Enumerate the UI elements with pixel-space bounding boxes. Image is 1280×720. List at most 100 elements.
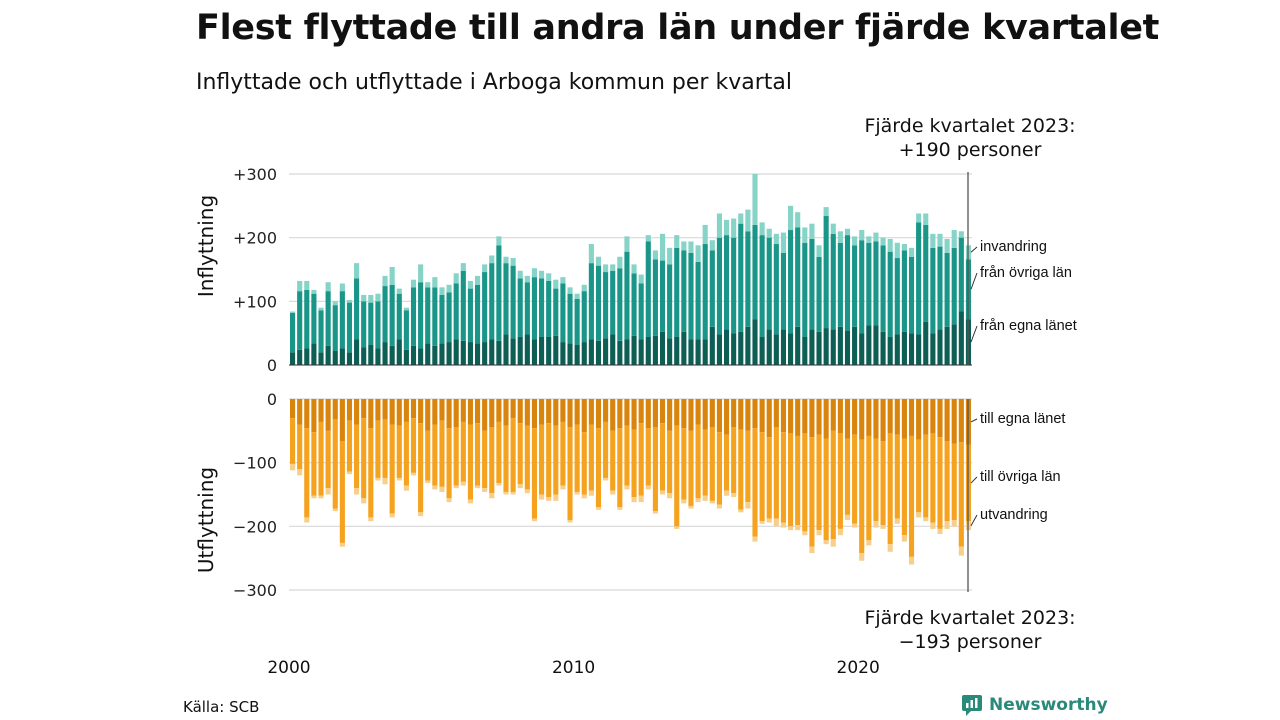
inflow-bar-segment bbox=[474, 343, 481, 365]
inflow-bar-segment bbox=[354, 263, 360, 279]
outflow-bar-segment bbox=[503, 425, 509, 492]
outflow-bar-segment bbox=[759, 432, 765, 522]
inflow-bar-segment bbox=[908, 256, 915, 334]
inflow-bar-segment bbox=[759, 235, 765, 337]
outflow-bar-segment bbox=[688, 505, 694, 509]
outflow-bar-segment bbox=[453, 427, 459, 486]
outflow-bar-segment bbox=[474, 423, 481, 486]
outflow-bar-segment bbox=[354, 399, 360, 425]
outflow-bar-segment bbox=[958, 399, 964, 443]
outflow-bar-segment bbox=[403, 421, 409, 486]
inflow-bar-segment bbox=[930, 333, 936, 365]
inflow-bar-segment bbox=[567, 343, 573, 365]
outflow-bar-segment bbox=[467, 424, 473, 500]
inflow-bar-segment bbox=[716, 237, 722, 335]
inflow-bar-segment bbox=[702, 339, 708, 365]
chart-bars bbox=[289, 174, 972, 565]
inflow-bar-segment bbox=[659, 331, 666, 365]
inflow-bar-segment bbox=[944, 252, 950, 327]
outflow-bar-segment bbox=[688, 430, 694, 506]
outflow-series-label: utvandring bbox=[980, 507, 1048, 523]
outflow-bar-segment bbox=[816, 530, 822, 536]
inflow-bar-segment bbox=[638, 274, 644, 284]
inflow-bar-segment bbox=[375, 301, 381, 349]
inflow-bar-segment bbox=[873, 232, 879, 242]
outflow-bar-segment bbox=[916, 512, 922, 518]
inflow-bar-segment bbox=[297, 280, 303, 292]
outflow-bar-segment bbox=[389, 424, 395, 514]
inflow-bar-segment bbox=[610, 270, 616, 335]
inflow-bar-segment bbox=[837, 326, 843, 365]
outflow-bar-segment bbox=[474, 399, 481, 424]
inflow-bar-segment bbox=[659, 260, 666, 332]
inflow-bar-segment bbox=[325, 345, 331, 365]
outflow-bar-segment bbox=[923, 434, 929, 518]
outflow-bar-segment bbox=[595, 507, 602, 510]
inflow-bar-segment bbox=[923, 213, 929, 225]
inflow-bar-segment bbox=[866, 325, 872, 365]
inflow-bar-segment bbox=[852, 326, 858, 365]
outflow-bar-segment bbox=[752, 536, 758, 542]
outflow-y-tick-label: −200 bbox=[233, 517, 277, 536]
outflow-bar-segment bbox=[517, 484, 523, 489]
outflow-bar-segment bbox=[652, 511, 658, 514]
inflow-bar-segment bbox=[418, 282, 424, 349]
outflow-y-tick-label: 0 bbox=[267, 390, 277, 409]
outflow-bar-segment bbox=[731, 493, 737, 498]
outflow-bar-segment bbox=[709, 500, 715, 504]
outflow-y-tick-label: −100 bbox=[233, 454, 277, 473]
inflow-bar-segment bbox=[652, 250, 658, 260]
outflow-bar-segment bbox=[766, 437, 772, 519]
outflow-bar-segment bbox=[759, 399, 765, 433]
inflow-bar-segment bbox=[624, 339, 630, 365]
inflow-bar-segment bbox=[695, 245, 701, 262]
outflow-bar-segment bbox=[567, 399, 573, 428]
inflow-bar-segment bbox=[332, 305, 338, 351]
inflow-bar-segment bbox=[318, 352, 324, 365]
outflow-bar-segment bbox=[916, 439, 922, 513]
inflow-bar-segment bbox=[716, 334, 722, 365]
inflow-bar-segment bbox=[894, 258, 900, 335]
inflow-bar-segment bbox=[510, 265, 516, 339]
inflow-bar-segment bbox=[318, 310, 324, 353]
inflow-bar-segment bbox=[453, 339, 459, 365]
outflow-bar-segment bbox=[610, 430, 616, 491]
outflow-bar-segment bbox=[581, 494, 587, 499]
inflow-bar-segment bbox=[723, 329, 730, 365]
inflow-bar-segment bbox=[396, 288, 402, 294]
outflow-bar-segment bbox=[574, 424, 580, 492]
outflow-bar-segment bbox=[923, 517, 929, 522]
inflow-bar-segment bbox=[788, 230, 794, 334]
outflow-bar-segment bbox=[866, 435, 872, 541]
x-tick-label: 2020 bbox=[837, 658, 880, 678]
inflow-bar-segment bbox=[531, 277, 538, 340]
outflow-bar-segment bbox=[930, 399, 936, 434]
outflow-bar-segment bbox=[873, 399, 879, 439]
inflow-bar-segment bbox=[432, 287, 438, 346]
inflow-bar-segment bbox=[624, 236, 630, 252]
outflow-bar-segment bbox=[908, 399, 915, 436]
outflow-bar-segment bbox=[823, 540, 829, 545]
inflow-bar-segment bbox=[944, 326, 950, 365]
inflow-bar-segment bbox=[709, 240, 715, 251]
inflow-bar-segment bbox=[304, 280, 310, 290]
outflow-bar-segment bbox=[439, 486, 445, 492]
inflow-bar-segment bbox=[560, 342, 566, 365]
inflow-bar-segment bbox=[603, 338, 609, 365]
inflow-bar-segment bbox=[531, 339, 538, 365]
outflow-bar-segment bbox=[517, 399, 523, 424]
inflow-bar-segment bbox=[489, 339, 495, 365]
outflow-series-label-leader bbox=[970, 418, 978, 423]
inflow-bar-segment bbox=[560, 283, 566, 343]
inflow-series-label-leader bbox=[970, 272, 978, 290]
outflow-bar-segment bbox=[418, 423, 424, 513]
inflow-bar-segment bbox=[595, 256, 602, 266]
inflow-bar-segment bbox=[738, 213, 744, 224]
outflow-bar-segment bbox=[539, 399, 545, 425]
inflow-bar-segment bbox=[446, 342, 452, 365]
outflow-bar-segment bbox=[624, 485, 630, 490]
outflow-bar-segment bbox=[588, 399, 594, 425]
inflow-bar-segment bbox=[339, 348, 345, 365]
outflow-bar-segment bbox=[880, 525, 886, 529]
